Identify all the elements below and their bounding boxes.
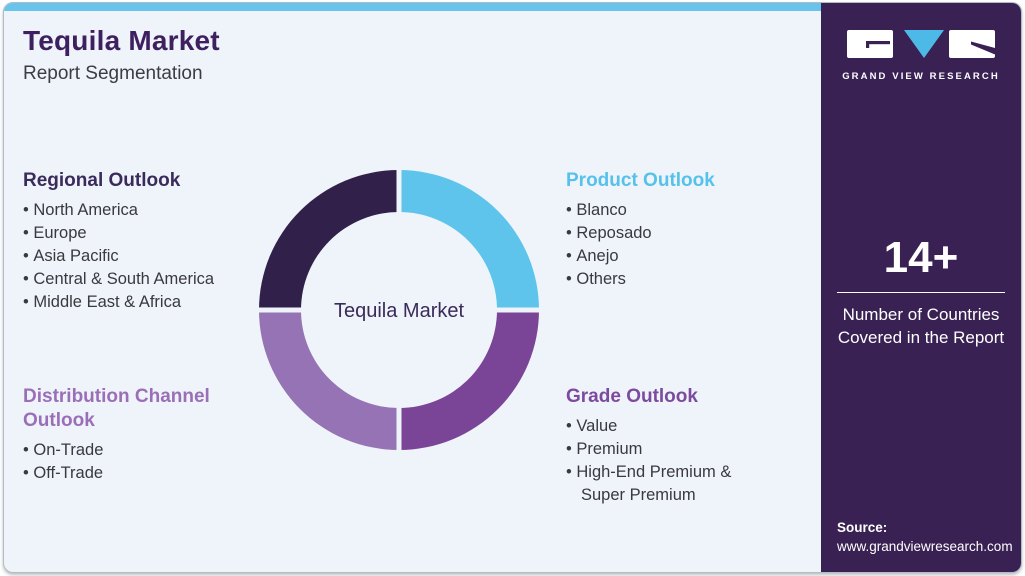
donut-center-label: Tequila Market: [334, 300, 465, 322]
header: Tequila Market Report Segmentation: [23, 25, 220, 85]
source-block: Source: www.grandviewresearch.com: [837, 518, 1013, 556]
section-regional-outlook: Regional Outlook North America Europe As…: [23, 169, 258, 314]
list-item: Value: [566, 415, 744, 438]
list-item: North America: [23, 199, 258, 222]
product-outlook-list: Blanco Reposado Anejo Others: [566, 199, 744, 291]
distribution-channel-outlook-heading: Distribution Channel Outlook: [23, 386, 210, 431]
section-grade-outlook: Grade Outlook Value Premium High-End Pre…: [566, 385, 744, 507]
logo-v-glyph: [904, 30, 944, 58]
list-item: Middle East & Africa: [23, 291, 258, 314]
regional-outlook-list: North America Europe Asia Pacific Centra…: [23, 199, 258, 314]
stat-divider: [837, 292, 1005, 293]
donut-chart-svg: Tequila Market: [257, 168, 541, 452]
brand-logo-block: GRAND VIEW RESEARCH: [821, 29, 1021, 82]
brand-name: GRAND VIEW RESEARCH: [842, 71, 1000, 82]
list-item: Central & South America: [23, 268, 258, 291]
grade-outlook-heading: Grade Outlook: [566, 386, 698, 407]
grand-view-research-logo-icon: [847, 30, 995, 58]
donut-chart: Tequila Market: [249, 160, 549, 460]
section-distribution-channel-outlook: Distribution Channel Outlook On-Trade Of…: [23, 385, 258, 485]
list-item: High-End Premium & Super Premium: [566, 461, 744, 507]
top-accent-bar: [4, 3, 821, 11]
source-label: Source:: [837, 520, 888, 535]
list-item: Blanco: [566, 199, 744, 222]
sidebar: GRAND VIEW RESEARCH 14+ Number of Countr…: [821, 3, 1021, 572]
stat-value: 14+: [883, 233, 959, 282]
list-item: Reposado: [566, 222, 744, 245]
list-item: Off-Trade: [23, 462, 258, 485]
grade-outlook-list: Value Premium High-End Premium & Super P…: [566, 415, 744, 507]
section-product-outlook: Product Outlook Blanco Reposado Anejo Ot…: [566, 169, 744, 291]
list-item: Premium: [566, 438, 744, 461]
stat-block: 14+ Number of Countries Covered in the R…: [821, 233, 1021, 349]
list-item: Anejo: [566, 245, 744, 268]
list-item: Asia Pacific: [23, 245, 258, 268]
list-item: Europe: [23, 222, 258, 245]
regional-outlook-heading: Regional Outlook: [23, 170, 181, 191]
list-item: On-Trade: [23, 439, 258, 462]
source-url: www.grandviewresearch.com: [837, 539, 1013, 554]
list-item: Others: [566, 268, 744, 291]
page-subtitle: Report Segmentation: [23, 63, 203, 84]
distribution-channel-outlook-list: On-Trade Off-Trade: [23, 439, 258, 485]
donut-hole: [301, 212, 497, 408]
infographic-card: Tequila Market Report Segmentation Regio…: [3, 2, 1022, 573]
page-title: Tequila Market: [23, 25, 220, 56]
stat-label: Number of Countries Covered in the Repor…: [837, 305, 1005, 347]
product-outlook-heading: Product Outlook: [566, 170, 715, 191]
